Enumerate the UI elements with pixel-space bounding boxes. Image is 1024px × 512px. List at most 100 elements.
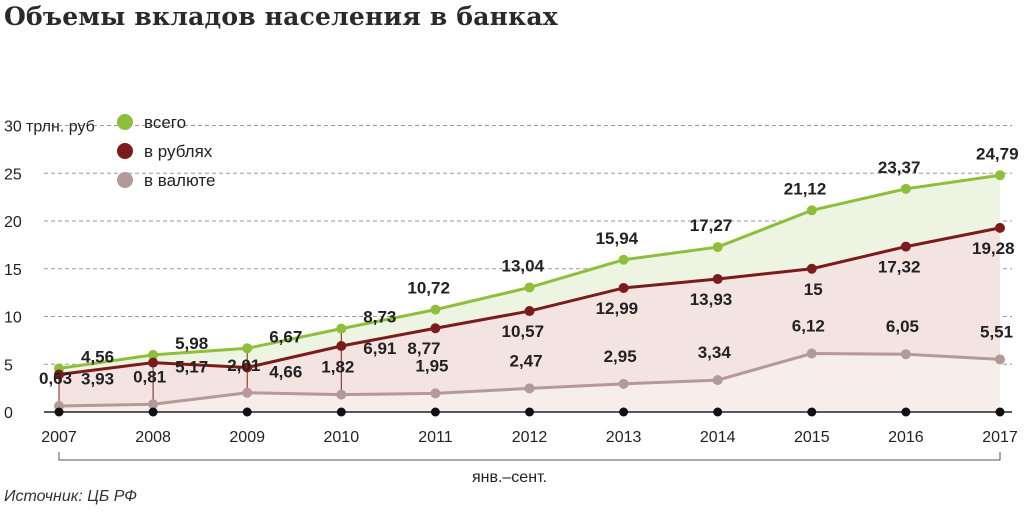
data-point xyxy=(336,323,347,334)
data-label: 2,47 xyxy=(510,351,543,370)
data-label: 1,82 xyxy=(321,358,354,377)
data-label: 10,72 xyxy=(407,279,450,298)
points xyxy=(54,170,1005,411)
data-label: 13,04 xyxy=(502,256,545,275)
data-label: 2,95 xyxy=(604,347,637,366)
data-point xyxy=(900,241,911,252)
data-point xyxy=(995,222,1005,233)
x-tick-label: 2014 xyxy=(700,429,736,446)
data-label: 19,28 xyxy=(972,239,1015,258)
x-tick-label: 2012 xyxy=(512,429,548,446)
data-point xyxy=(995,354,1005,365)
data-label: 15,94 xyxy=(596,229,639,248)
baseline-dot xyxy=(242,407,252,417)
data-point xyxy=(712,273,723,284)
y-tick-label: 5 xyxy=(4,357,13,374)
legend-marker xyxy=(117,172,133,188)
legend-label: в валюте xyxy=(144,171,215,190)
x-axis: 2007 2008 2009 2010 2011 2012 2013 2014 2015 2016… xyxy=(41,407,1018,486)
data-label: 6,67 xyxy=(269,327,302,346)
x-tick-label: 2015 xyxy=(794,429,830,446)
data-point xyxy=(900,183,911,194)
data-label: 23,37 xyxy=(878,158,921,177)
data-point xyxy=(54,369,64,380)
data-point xyxy=(242,387,253,398)
data-point xyxy=(712,242,723,253)
data-point xyxy=(148,357,159,368)
area-total-band xyxy=(59,175,1000,375)
data-point xyxy=(806,205,817,216)
baseline-dot xyxy=(430,407,440,417)
data-point xyxy=(242,362,253,373)
data-point xyxy=(242,343,253,354)
data-label: 0,81 xyxy=(133,367,166,386)
data-point xyxy=(806,263,817,274)
x-tick-label: 2007 xyxy=(41,429,77,446)
legend-label: всего xyxy=(144,113,186,132)
data-label: 3,93 xyxy=(81,369,114,388)
y-tick-label: 25 xyxy=(4,166,22,183)
data-label: 15 xyxy=(804,280,823,299)
legend: всего в рублях в валюте xyxy=(117,113,215,190)
data-point xyxy=(618,282,629,293)
x-tick-label: 2016 xyxy=(888,429,924,446)
data-point xyxy=(995,170,1005,181)
y-axis-unit: трлн. руб xyxy=(26,119,95,136)
data-label: 5,51 xyxy=(980,322,1013,341)
data-point xyxy=(148,399,159,410)
data-point xyxy=(430,304,441,315)
data-point xyxy=(618,254,629,265)
x-tick-label: 2017 xyxy=(982,429,1018,446)
data-label: 5,98 xyxy=(175,334,208,353)
data-label: 24,79 xyxy=(976,144,1019,163)
x-tick-label: 2010 xyxy=(324,429,360,446)
data-label: 2,01 xyxy=(227,356,260,375)
baseline-dot xyxy=(54,407,64,417)
x-tick-label: 2009 xyxy=(229,429,265,446)
data-point xyxy=(524,306,535,317)
data-point xyxy=(900,349,911,360)
data-point xyxy=(430,388,441,399)
data-label: 17,32 xyxy=(878,258,921,277)
data-label: 1,95 xyxy=(415,356,448,375)
source-note: Источник: ЦБ РФ xyxy=(4,488,137,505)
baseline-dot xyxy=(619,407,629,417)
baseline-dot xyxy=(901,407,911,417)
data-label: 6,91 xyxy=(363,339,396,358)
data-label: 4,66 xyxy=(269,362,302,381)
y-tick-label: 10 xyxy=(4,310,22,327)
y-tick-label: 20 xyxy=(4,214,22,231)
data-point xyxy=(524,383,535,394)
baseline-dot xyxy=(807,407,817,417)
period-bracket xyxy=(58,452,1001,461)
legend-marker xyxy=(117,143,133,159)
data-label: 8,73 xyxy=(363,308,396,327)
baseline-dot xyxy=(713,407,723,417)
data-label: 6,05 xyxy=(886,317,919,336)
y-tick-label: 30 xyxy=(4,119,22,136)
baseline-dot xyxy=(995,407,1005,417)
data-label: 6,12 xyxy=(792,317,825,336)
data-labels: 4,56 5,98 6,67 8,73 10,72 13,04 15,94 17,27 21,1… xyxy=(39,144,1019,388)
y-tick-label: 0 xyxy=(4,405,13,422)
data-label: 10,57 xyxy=(502,322,545,341)
data-label: 13,93 xyxy=(690,290,733,309)
baseline-dot xyxy=(336,407,346,417)
data-label: 21,12 xyxy=(784,179,827,198)
x-tick-label: 2013 xyxy=(606,429,642,446)
period-note: янв.–сент. xyxy=(472,469,547,486)
data-label: 0,63 xyxy=(39,369,72,388)
baseline-dot xyxy=(525,407,534,417)
baseline-dot xyxy=(148,407,158,417)
x-tick-label: 2008 xyxy=(135,429,171,446)
y-tick-label: 15 xyxy=(4,262,22,279)
data-point xyxy=(712,375,723,386)
legend-marker xyxy=(117,114,133,130)
data-point xyxy=(618,378,629,389)
data-label: 8,77 xyxy=(407,339,440,358)
data-point xyxy=(806,348,817,359)
area-rub-band xyxy=(59,227,1000,406)
data-point xyxy=(430,323,441,334)
legend-label: в рублях xyxy=(144,142,213,161)
